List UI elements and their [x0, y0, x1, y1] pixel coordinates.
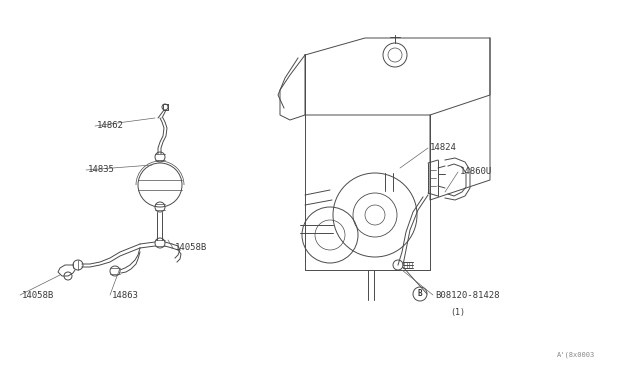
Text: 14835: 14835 — [88, 166, 115, 174]
Text: 14058B: 14058B — [175, 244, 207, 253]
Text: 14863: 14863 — [112, 291, 139, 299]
Text: (1): (1) — [450, 308, 465, 317]
Text: 14058B: 14058B — [22, 291, 54, 299]
Text: 14860U: 14860U — [460, 167, 492, 176]
Text: 14862: 14862 — [97, 122, 124, 131]
Text: B: B — [418, 289, 422, 298]
Text: A'(8x0003: A'(8x0003 — [557, 352, 595, 358]
Text: B08120-81428: B08120-81428 — [435, 291, 499, 299]
Text: 14824: 14824 — [430, 144, 457, 153]
